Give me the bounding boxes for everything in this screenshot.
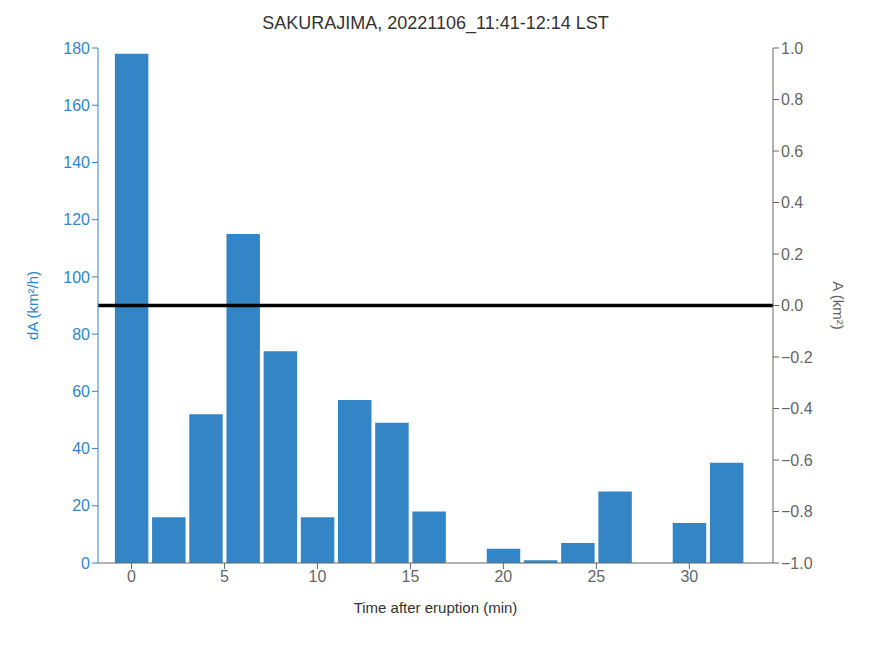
svg-text:−0.6: −0.6 xyxy=(781,452,813,469)
html-text:SAKURAJIMA, 20221106_11:41-12:: SAKURAJIMA, 20221106_11:41-12:14 LST xyxy=(262,13,609,33)
svg-text:0.8: 0.8 xyxy=(781,91,803,108)
svg-text:20: 20 xyxy=(494,568,512,585)
svg-text:0.0: 0.0 xyxy=(781,297,803,314)
svg-text:10: 10 xyxy=(309,568,327,585)
svg-text:−0.4: −0.4 xyxy=(781,400,813,417)
svg-text:0: 0 xyxy=(81,555,90,572)
svg-text:100: 100 xyxy=(63,269,90,286)
svg-text:160: 160 xyxy=(63,97,90,114)
svg-text:180: 180 xyxy=(63,40,90,57)
svg-text:A (km²): A (km²) xyxy=(830,281,847,329)
svg-text:80: 80 xyxy=(72,326,90,343)
svg-text:0: 0 xyxy=(127,568,136,585)
svg-text:40: 40 xyxy=(72,440,90,457)
svg-text:120: 120 xyxy=(63,211,90,228)
svg-text:0.2: 0.2 xyxy=(781,246,803,263)
svg-text:Time after eruption (min): Time after eruption (min) xyxy=(354,599,518,616)
svg-text:−1.0: −1.0 xyxy=(781,555,813,572)
svg-text:30: 30 xyxy=(680,568,698,585)
svg-text:−0.8: −0.8 xyxy=(781,503,813,520)
svg-text:0.6: 0.6 xyxy=(781,143,803,160)
svg-text:25: 25 xyxy=(587,568,605,585)
svg-text:dA (km²/h): dA (km²/h) xyxy=(24,271,41,340)
svg-text:15: 15 xyxy=(401,568,419,585)
svg-text:−0.2: −0.2 xyxy=(781,349,813,366)
svg-text:0.4: 0.4 xyxy=(781,194,803,211)
svg-text:60: 60 xyxy=(72,383,90,400)
svg-text:20: 20 xyxy=(72,497,90,514)
svg-text:140: 140 xyxy=(63,154,90,171)
svg-text:5: 5 xyxy=(220,568,229,585)
svg-text:1.0: 1.0 xyxy=(781,40,803,57)
